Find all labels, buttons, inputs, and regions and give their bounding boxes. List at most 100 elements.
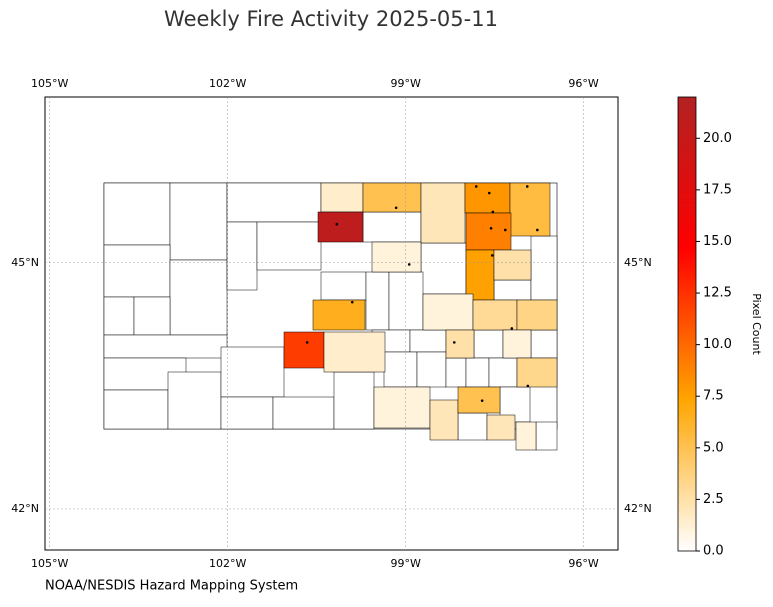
fire-point [536,228,539,232]
county [493,279,532,301]
fire-point [525,185,529,188]
county [220,396,274,430]
county-fill [320,182,364,213]
fire-point [526,384,530,388]
x-tick-label: 99°W [390,77,420,90]
county-fill [373,386,431,429]
colorbar-tick-label: 17.5 [703,182,732,197]
county [226,182,322,223]
county [226,221,258,291]
chart-title: Weekly Fire Activity 2025-05-11 [164,7,498,31]
county [256,221,322,271]
county-fill [464,182,511,214]
county [362,211,422,243]
fire-point [335,222,339,226]
county [133,296,171,336]
county [465,357,490,388]
colorbar-tick-label: 2.5 [703,492,724,507]
county-fill [429,399,459,441]
county-fill [465,212,512,251]
y-tick-label: 45°N [624,256,652,269]
county [416,351,447,388]
colorbar-tick-label: 15.0 [703,234,732,249]
county [320,271,367,301]
county [445,357,467,388]
colorbar-tick-label: 12.5 [703,286,732,301]
county-fill [509,182,551,237]
fire-point [503,228,507,232]
county [169,259,228,336]
county-fill [486,414,516,441]
county-fill [362,182,422,213]
colorbar-tick-label: 0.0 [703,544,724,559]
county [488,357,518,388]
county-fill [515,421,537,451]
county [388,271,424,331]
y-tick-label: 45°N [11,256,39,269]
county [103,244,171,298]
county [383,351,418,388]
county [409,329,447,353]
county-fill [312,299,366,331]
fire-point [407,263,411,266]
county-fill [371,241,422,273]
colorbar-tick-label: 10.0 [703,337,732,352]
x-tick-label: 96°W [568,77,598,90]
county-fill [445,329,475,359]
fire-point [350,300,354,304]
county [103,389,169,430]
fire-point [305,341,309,344]
county-fill [516,357,558,388]
county-fill [422,293,474,331]
state-base [103,182,558,451]
county-fill [317,211,364,243]
fire-point [510,327,514,330]
fire-point [480,399,484,402]
fire-point [491,210,495,214]
county [103,334,228,359]
y-tick-label: 42°N [624,502,652,515]
fire-point [474,185,478,188]
county-fill [465,249,495,301]
county-fill [323,331,386,373]
county [333,371,375,430]
county [535,421,558,451]
county [530,329,558,359]
x-tick-label: 102°W [209,77,246,90]
colorbar [677,96,697,552]
x-tick-label: 102°W [209,557,246,570]
x-tick-label: 105°W [31,77,68,90]
x-tick-label: 105°W [31,557,68,570]
county [530,235,558,301]
fire-point [487,191,491,195]
county-fill [283,331,325,369]
colorbar-tick-label: 7.5 [703,389,724,404]
county-fill [502,329,532,359]
colorbar-tick-label: 5.0 [703,440,724,455]
county [103,182,171,246]
fire-point [489,227,493,230]
map-frame [44,96,619,551]
county-fill [493,249,532,281]
county [473,329,504,359]
colorbar-tick-label: 20.0 [703,131,732,146]
fire-point [490,254,494,257]
county [169,182,228,261]
county [457,412,488,441]
source-note: NOAA/NESDIS Hazard Mapping System [45,579,298,594]
x-tick-label: 96°W [568,557,598,570]
county-fill [516,299,558,331]
county [220,346,285,398]
fire-point [394,206,398,210]
x-tick-label: 99°W [390,557,420,570]
county [272,396,335,430]
county-fill [420,182,466,244]
county-fill [472,299,518,331]
fire-point [452,341,456,344]
colorbar-label: Pixel Count [750,293,763,355]
county [365,271,390,331]
county [103,296,135,336]
y-tick-label: 42°N [11,502,39,515]
county [420,242,467,295]
